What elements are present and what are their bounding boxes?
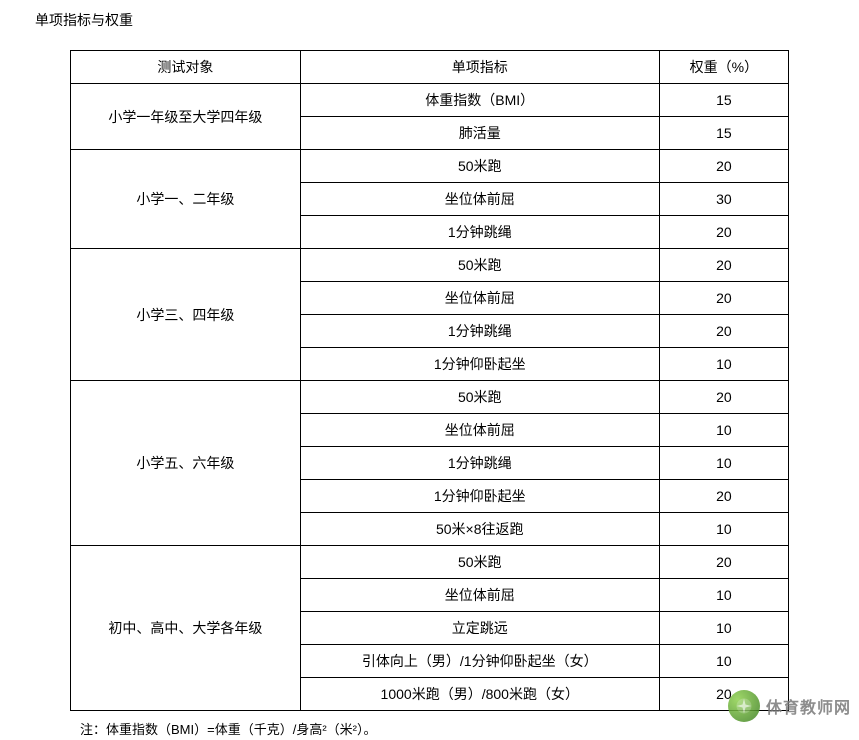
cell-index: 坐位体前屈 — [300, 579, 659, 612]
cell-weight: 10 — [659, 513, 788, 546]
cell-weight: 15 — [659, 117, 788, 150]
cell-weight: 20 — [659, 150, 788, 183]
indicators-table: 测试对象 单项指标 权重（%） 小学一年级至大学四年级 体重指数（BMI） 15… — [70, 50, 789, 711]
cell-weight: 10 — [659, 447, 788, 480]
table-body: 小学一年级至大学四年级 体重指数（BMI） 15 肺活量 15 小学一、二年级 … — [71, 84, 789, 711]
cell-subject: 小学三、四年级 — [71, 249, 301, 381]
watermark-text: 体育教师网 — [766, 694, 851, 718]
cell-weight: 20 — [659, 249, 788, 282]
cell-weight: 20 — [659, 480, 788, 513]
cell-subject: 小学一、二年级 — [71, 150, 301, 249]
table-row: 小学五、六年级 50米跑 20 — [71, 381, 789, 414]
header-subject: 测试对象 — [71, 51, 301, 84]
cell-weight: 20 — [659, 315, 788, 348]
page-title: 单项指标与权重 — [35, 10, 839, 30]
cell-index: 1分钟跳绳 — [300, 216, 659, 249]
table-header-row: 测试对象 单项指标 权重（%） — [71, 51, 789, 84]
header-weight: 权重（%） — [659, 51, 788, 84]
cell-index: 50米跑 — [300, 249, 659, 282]
table-row: 小学一年级至大学四年级 体重指数（BMI） 15 — [71, 84, 789, 117]
cell-index: 坐位体前屈 — [300, 414, 659, 447]
cell-weight: 10 — [659, 612, 788, 645]
cell-index: 50米×8往返跑 — [300, 513, 659, 546]
cell-index: 坐位体前屈 — [300, 183, 659, 216]
content-wrapper: 测试对象 单项指标 权重（%） 小学一年级至大学四年级 体重指数（BMI） 15… — [20, 50, 839, 738]
cell-weight: 20 — [659, 282, 788, 315]
cell-index: 1分钟跳绳 — [300, 447, 659, 480]
table-row: 小学一、二年级 50米跑 20 — [71, 150, 789, 183]
cell-index: 50米跑 — [300, 150, 659, 183]
cell-weight: 10 — [659, 579, 788, 612]
table-row: 初中、高中、大学各年级 50米跑 20 — [71, 546, 789, 579]
cell-weight: 20 — [659, 381, 788, 414]
cell-weight: 30 — [659, 183, 788, 216]
cell-index: 1000米跑（男）/800米跑（女） — [300, 678, 659, 711]
watermark-icon — [728, 690, 760, 722]
table-row: 小学三、四年级 50米跑 20 — [71, 249, 789, 282]
cell-index: 1分钟跳绳 — [300, 315, 659, 348]
watermark: 体育教师网 — [728, 690, 851, 722]
header-index: 单项指标 — [300, 51, 659, 84]
cell-index: 立定跳远 — [300, 612, 659, 645]
cell-weight: 10 — [659, 414, 788, 447]
cell-subject: 初中、高中、大学各年级 — [71, 546, 301, 711]
cell-subject: 小学一年级至大学四年级 — [71, 84, 301, 150]
cell-weight: 20 — [659, 216, 788, 249]
cell-index: 体重指数（BMI） — [300, 84, 659, 117]
cell-index: 肺活量 — [300, 117, 659, 150]
cell-index: 50米跑 — [300, 546, 659, 579]
cell-index: 坐位体前屈 — [300, 282, 659, 315]
cell-index: 1分钟仰卧起坐 — [300, 480, 659, 513]
footnote: 注：体重指数（BMI）=体重（千克）/身高²（米²）。 — [70, 719, 789, 738]
cell-weight: 15 — [659, 84, 788, 117]
cell-weight: 20 — [659, 546, 788, 579]
cell-weight: 10 — [659, 645, 788, 678]
cell-index: 1分钟仰卧起坐 — [300, 348, 659, 381]
cell-index: 50米跑 — [300, 381, 659, 414]
cell-subject: 小学五、六年级 — [71, 381, 301, 546]
cell-weight: 10 — [659, 348, 788, 381]
cell-index: 引体向上（男）/1分钟仰卧起坐（女） — [300, 645, 659, 678]
